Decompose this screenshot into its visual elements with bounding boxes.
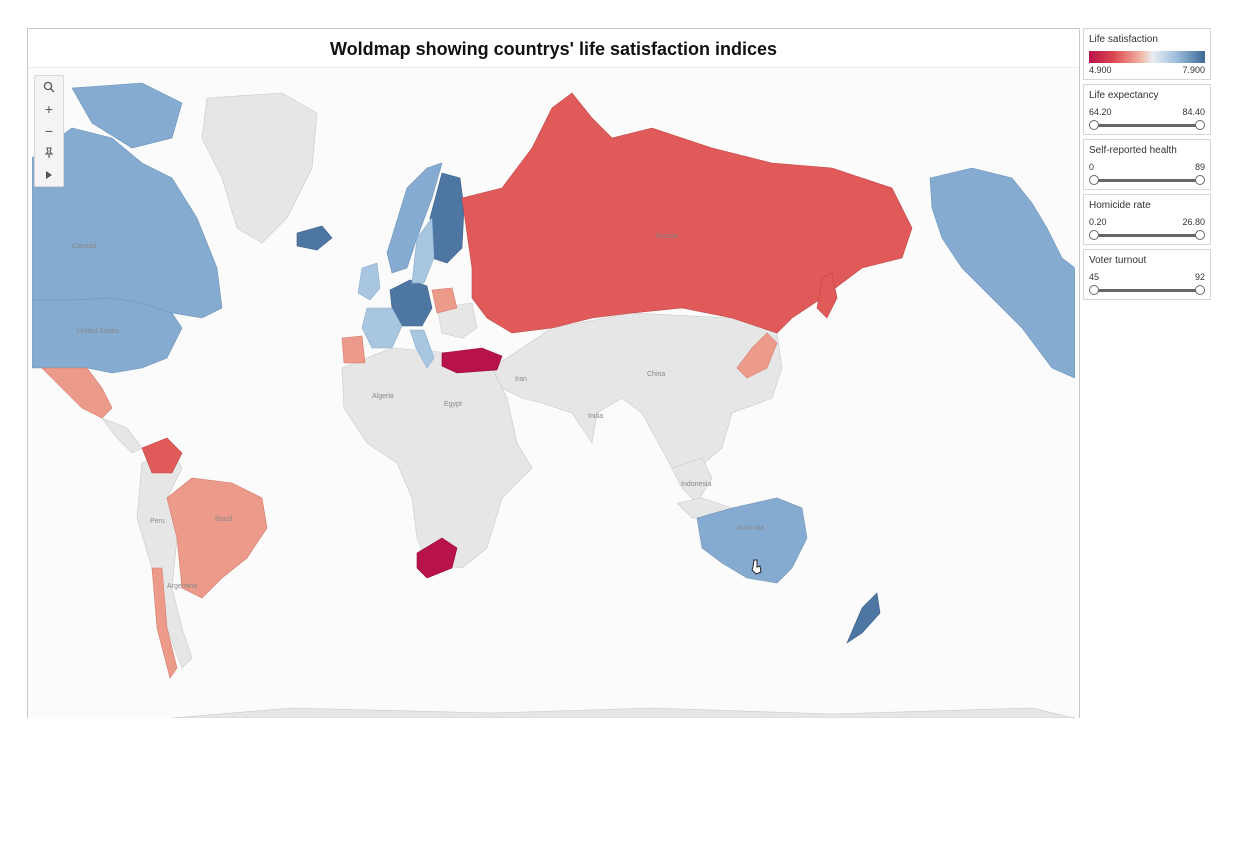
- label-indonesia: Indonesia: [681, 481, 711, 488]
- label-peru: Peru: [150, 518, 165, 525]
- filter-min: 45: [1089, 272, 1100, 282]
- middle-east-asia-shape: [491, 312, 783, 479]
- portugal-spain-shape: [341, 335, 366, 364]
- slider-max-handle[interactable]: [1195, 175, 1205, 185]
- southeast-asia-shape: [671, 457, 713, 504]
- colombia-shape: [141, 437, 183, 474]
- australia-shape: [696, 497, 808, 584]
- eastern-europe-grey: [436, 302, 478, 339]
- range-slider[interactable]: [1089, 285, 1205, 295]
- label-argentina: Argentina: [167, 583, 197, 590]
- japan-shape: [736, 332, 778, 379]
- range-slider[interactable]: [1089, 175, 1205, 185]
- chile-shape: [151, 567, 178, 679]
- filter-max: 89: [1194, 162, 1205, 172]
- plus-icon[interactable]: +: [44, 101, 54, 117]
- greenland-shape: [201, 92, 318, 244]
- south-africa-shape: [416, 537, 458, 579]
- sweden-shape: [411, 217, 435, 284]
- new-zealand-shape: [846, 592, 881, 644]
- range-slider[interactable]: [1089, 120, 1205, 130]
- slider-max-handle[interactable]: [1195, 230, 1205, 240]
- play-arrow-icon[interactable]: [35, 164, 63, 186]
- russia-east-shape: [816, 272, 838, 319]
- pin-icon[interactable]: [35, 142, 63, 164]
- label-china: China: [647, 371, 665, 378]
- filter-title: Voter turnout: [1089, 255, 1147, 266]
- antarctic-shape: [171, 707, 1075, 718]
- slider-max-handle[interactable]: [1195, 285, 1205, 295]
- mexico-shape: [41, 367, 113, 419]
- map-title: Woldmap showing countrys' life satisfact…: [28, 29, 1079, 68]
- central-america-shape: [101, 417, 143, 454]
- legend-title: Life satisfaction: [1089, 34, 1158, 45]
- turkey-shape: [441, 347, 503, 374]
- slider-min-handle[interactable]: [1089, 230, 1099, 240]
- self-reported-health-filter: Self-reported health 0 89: [1083, 139, 1211, 190]
- filter-title: Life expectancy: [1089, 90, 1159, 101]
- homicide-rate-filter: Homicide rate 0.20 26.80: [1083, 194, 1211, 245]
- label-india: India: [588, 413, 603, 420]
- slider-max-handle[interactable]: [1195, 120, 1205, 130]
- uk-shape: [357, 262, 381, 301]
- filter-min: 64.20: [1089, 107, 1112, 117]
- hand-cursor-icon: [751, 559, 762, 575]
- label-algeria: Algeria: [372, 393, 394, 400]
- slider-min-handle[interactable]: [1089, 175, 1099, 185]
- canada-islands-shape: [71, 82, 183, 149]
- search-icon[interactable]: [35, 76, 63, 98]
- voter-turnout-filter: Voter turnout 45 92: [1083, 249, 1211, 300]
- france-shape: [361, 307, 403, 349]
- legend-max: 7.900: [1182, 65, 1205, 75]
- range-slider[interactable]: [1089, 230, 1205, 240]
- map-toolbar: + −: [34, 75, 64, 187]
- slider-min-handle[interactable]: [1089, 120, 1099, 130]
- russia-shape: [461, 92, 913, 334]
- life-satisfaction-legend: Life satisfaction 4.900 7.900: [1083, 28, 1211, 80]
- color-ramp: [1089, 51, 1205, 63]
- map-viz: Woldmap showing countrys' life satisfact…: [27, 28, 1080, 718]
- world-map[interactable]: Algeria Egypt Iran China India Indonesia…: [32, 68, 1075, 718]
- label-australia: Australia: [737, 525, 764, 532]
- filter-title: Homicide rate: [1089, 200, 1151, 211]
- slider-min-handle[interactable]: [1089, 285, 1099, 295]
- alaska-shape: [929, 167, 1075, 379]
- label-egypt: Egypt: [444, 401, 462, 408]
- brazil-shape: [166, 477, 268, 599]
- life-expectancy-filter: Life expectancy 64.20 84.40: [1083, 84, 1211, 135]
- label-iran: Iran: [515, 376, 527, 383]
- filter-max: 26.80: [1182, 217, 1205, 227]
- legend-panel: Life satisfaction 4.900 7.900 Life expec…: [1083, 28, 1211, 304]
- poland-shape: [431, 287, 458, 314]
- label-canada: Canada: [72, 243, 97, 250]
- italy-shape: [409, 329, 435, 369]
- minus-icon[interactable]: −: [44, 123, 54, 139]
- filter-min: 0.20: [1089, 217, 1107, 227]
- filter-max: 84.40: [1182, 107, 1205, 117]
- label-russia: Russia: [656, 233, 678, 240]
- legend-min: 4.900: [1089, 65, 1112, 75]
- filter-title: Self-reported health: [1089, 145, 1177, 156]
- label-usa: United States: [77, 328, 120, 335]
- label-brazil: Brazil: [215, 516, 233, 523]
- filter-max: 92: [1194, 272, 1205, 282]
- usa-shape: [32, 297, 183, 374]
- iceland-shape: [296, 225, 333, 251]
- filter-min: 0: [1089, 162, 1095, 172]
